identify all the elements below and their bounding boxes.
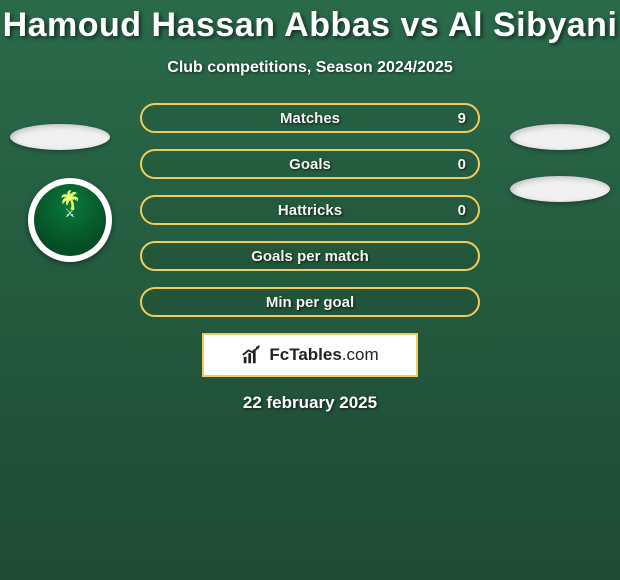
- brand-suffix: .com: [342, 345, 379, 364]
- stat-row-hattricks: Hattricks 0: [140, 195, 480, 225]
- stat-label: Hattricks: [278, 202, 342, 219]
- player2-club-placeholder: [510, 176, 610, 202]
- subtitle: Club competitions, Season 2024/2025: [0, 59, 620, 77]
- stat-label: Goals per match: [251, 248, 369, 265]
- player1-club-logo: [28, 178, 112, 262]
- brand-text: FcTables.com: [269, 345, 378, 365]
- player1-avatar-placeholder: [10, 124, 110, 150]
- stats-container: Matches 9 Goals 0 Hattricks 0 Goals per …: [140, 103, 480, 317]
- chart-icon: [241, 344, 263, 366]
- stat-right-value: 9: [458, 110, 466, 127]
- date-label: 22 february 2025: [0, 393, 620, 413]
- stat-right-value: 0: [458, 202, 466, 219]
- stat-row-min-per-goal: Min per goal: [140, 287, 480, 317]
- brand-logo[interactable]: FcTables.com: [202, 333, 418, 377]
- stat-row-goals: Goals 0: [140, 149, 480, 179]
- brand-name: FcTables: [269, 345, 341, 364]
- stat-label: Matches: [280, 110, 340, 127]
- stat-label: Min per goal: [266, 294, 354, 311]
- page-title: Hamoud Hassan Abbas vs Al Sibyani: [0, 0, 620, 45]
- stat-right-value: 0: [458, 156, 466, 173]
- club-logo-graphic: [34, 184, 106, 256]
- player2-avatar-placeholder: [510, 124, 610, 150]
- stat-label: Goals: [289, 156, 331, 173]
- stat-row-goals-per-match: Goals per match: [140, 241, 480, 271]
- stat-row-matches: Matches 9: [140, 103, 480, 133]
